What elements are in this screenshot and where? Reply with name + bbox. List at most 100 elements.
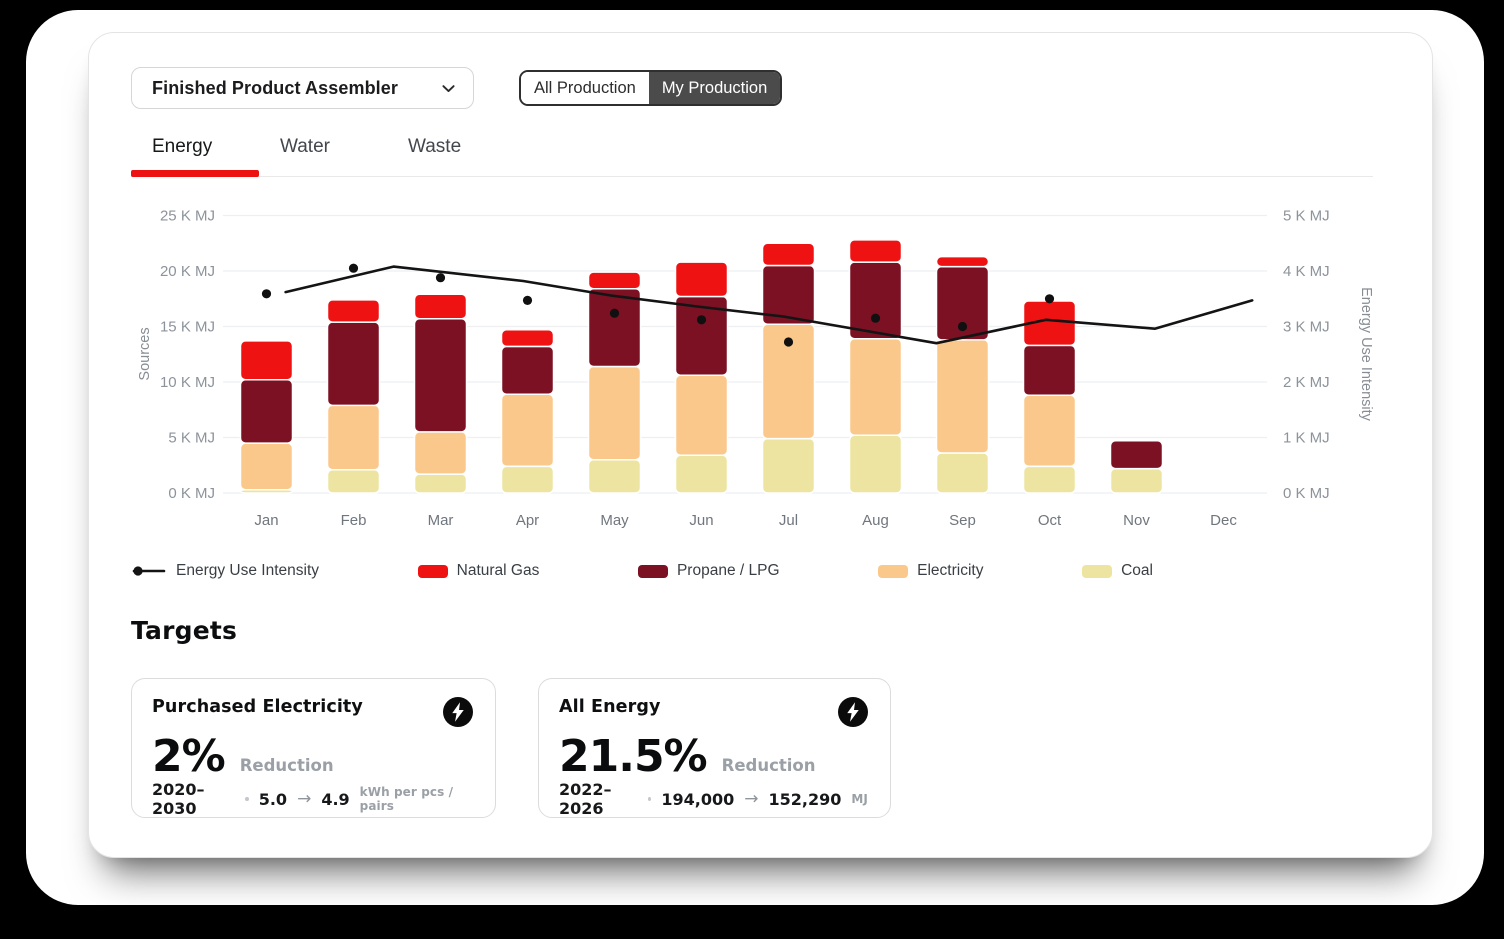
bar-electricity-sep: [935, 339, 990, 454]
right-axis-title: Energy Use Intensity: [1358, 287, 1373, 422]
legend-label-energy-use-intensity: Energy Use Intensity: [176, 562, 320, 579]
target-to-value: 152,290: [768, 789, 842, 809]
legend-label-electricity: Electricity: [917, 562, 984, 579]
eui-point-feb: [348, 263, 359, 273]
bar-electricity-feb: [326, 404, 381, 471]
eui-point-oct: [1044, 294, 1055, 304]
target-value-row: 21.5% Reduction: [559, 731, 868, 782]
energy-chart-svg: 0 K MJ 0 K MJ 5 K MJ 1 K MJ 10 K MJ 2 K MJ 15 …: [137, 208, 1373, 530]
bar-natural-gas-aug: [848, 239, 903, 263]
eui-point-jul: [783, 337, 794, 347]
month-label-dec: Dec: [1210, 512, 1237, 529]
legend-label-propane-lpg: Propane / LPG: [676, 562, 780, 579]
bar-coal-sep: [935, 452, 990, 494]
left-axis-tick: 25 K MJ: [160, 208, 215, 225]
bar-propane-lpg-mar: [413, 317, 468, 433]
target-to-value: 4.9: [321, 789, 350, 809]
production-toggle: All Production My Production: [519, 70, 783, 106]
target-unit: kWh per pcs / pairs: [359, 785, 454, 814]
legend-item-energy-use-intensity[interactable]: Energy Use Intensity: [131, 562, 319, 580]
legend-item-propane-lpg[interactable]: Propane / LPG: [637, 562, 780, 580]
right-axis-tick: 4 K MJ: [1283, 263, 1330, 280]
eui-point-mar: [435, 273, 446, 283]
toggle-all-production[interactable]: All Production: [521, 72, 649, 104]
tab-bar: Energy Water Waste: [131, 136, 1373, 177]
tab-energy-label: Energy: [152, 136, 213, 157]
arrow-right-icon: →: [297, 789, 312, 810]
right-axis-tick: 0 K MJ: [1283, 485, 1330, 502]
target-percent: 21.5%: [559, 731, 708, 782]
bar-coal-apr: [500, 465, 555, 494]
toggle-my-production[interactable]: My Production: [648, 72, 781, 104]
bar-electricity-apr: [500, 393, 555, 468]
legend-label-coal: Coal: [1121, 562, 1153, 579]
bar-natural-gas-may: [587, 271, 642, 290]
month-label-oct: Oct: [1038, 512, 1062, 529]
legend-item-electricity[interactable]: Electricity: [878, 562, 983, 580]
target-detail-row: 2022–2026 194,000 → 152,290 MJ: [559, 780, 868, 818]
lightning-icon: [443, 697, 473, 732]
dot-separator: [245, 797, 249, 802]
legend-label-natural-gas: Natural Gas: [456, 562, 540, 579]
legend-item-coal[interactable]: Coal: [1082, 562, 1153, 580]
target-from-value: 5.0: [258, 789, 288, 809]
eui-point-sep: [957, 321, 968, 332]
bar-electricity-oct: [1022, 394, 1077, 468]
month-label-jul: Jul: [779, 512, 798, 529]
legend-swatch-coal: [1082, 564, 1113, 578]
left-axis-tick: 10 K MJ: [160, 374, 215, 391]
assembler-dropdown[interactable]: Finished Product Assembler: [131, 67, 474, 109]
eui-point-jun: [696, 315, 707, 325]
legend-swatch-propane-lpg: [637, 564, 668, 578]
target-reduction-label: Reduction: [721, 756, 816, 775]
right-axis-tick: 3 K MJ: [1283, 319, 1330, 336]
tab-waste[interactable]: Waste: [387, 136, 515, 176]
eui-line: [284, 265, 1254, 345]
target-card-header: All Energy: [559, 697, 868, 732]
bar-natural-gas-mar: [413, 293, 468, 320]
month-label-apr: Apr: [516, 512, 539, 529]
right-axis-tick: 2 K MJ: [1283, 374, 1330, 391]
left-axis-tick: 20 K MJ: [160, 263, 215, 280]
right-axis-tick: 5 K MJ: [1283, 208, 1330, 225]
bar-electricity-may: [587, 365, 642, 461]
target-unit: MJ: [851, 792, 868, 807]
arrow-right-icon: →: [744, 789, 759, 810]
bar-electricity-jan: [239, 442, 294, 491]
bar-propane-lpg-feb: [326, 321, 381, 407]
lightning-icon: [838, 697, 868, 732]
screenshot-surface: Finished Product Assembler All Productio…: [26, 10, 1484, 905]
bar-natural-gas-sep: [935, 255, 990, 268]
eui-point-jan: [261, 289, 272, 299]
month-label-aug: Aug: [862, 512, 889, 529]
target-card-header: Purchased Electricity: [152, 697, 473, 732]
tab-water[interactable]: Water: [259, 136, 387, 176]
target-reduction-label: Reduction: [239, 756, 334, 775]
bar-propane-lpg-apr: [500, 345, 555, 395]
bar-propane-lpg-oct: [1022, 344, 1077, 397]
month-label-jan: Jan: [254, 512, 278, 529]
month-label-nov: Nov: [1123, 512, 1150, 529]
target-detail-row: 2020–2030 5.0 → 4.9 kWh per pcs / pairs: [152, 780, 473, 818]
dot-separator: [648, 797, 652, 802]
target-card-title: Purchased Electricity: [152, 697, 363, 717]
bar-propane-lpg-jan: [239, 379, 294, 444]
tab-energy[interactable]: Energy: [131, 136, 259, 177]
line-dot-glyph: [132, 566, 166, 576]
eui-point-apr: [522, 295, 533, 305]
bar-coal-jul: [761, 437, 816, 494]
chart-legend: Energy Use Intensity Natural Gas Propane /…: [131, 562, 1153, 580]
left-axis-title: Sources: [137, 327, 153, 380]
left-axis-tick: 5 K MJ: [168, 430, 215, 447]
header-row: Finished Product Assembler All Productio…: [131, 67, 1390, 109]
target-cards: Purchased Electricity 2% Reduction 2020–…: [131, 678, 1390, 818]
bar-coal-feb: [326, 468, 381, 494]
tab-waste-label: Waste: [408, 136, 462, 157]
bar-natural-gas-feb: [326, 299, 381, 323]
targets-heading: Targets: [131, 616, 238, 645]
legend-item-natural-gas[interactable]: Natural Gas: [417, 562, 540, 580]
left-axis-tick: 0 K MJ: [168, 485, 215, 502]
bar-natural-gas-jan: [239, 340, 294, 381]
legend-swatch-natural-gas: [417, 564, 448, 578]
target-period: 2022–2026: [559, 780, 612, 819]
